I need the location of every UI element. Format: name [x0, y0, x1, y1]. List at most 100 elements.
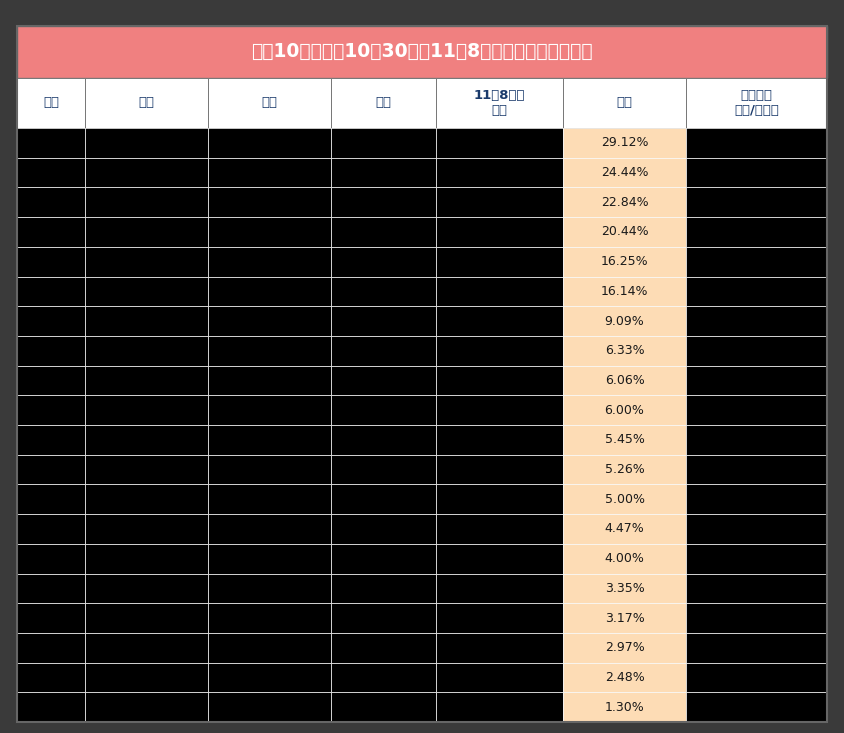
Bar	[686, 633, 827, 663]
Bar	[436, 78, 563, 128]
Bar	[331, 573, 436, 603]
Text: 6.00%: 6.00%	[604, 404, 645, 416]
Bar	[17, 603, 85, 633]
Bar	[563, 78, 686, 128]
Text: 16.14%: 16.14%	[601, 285, 648, 298]
Text: 5.00%: 5.00%	[604, 493, 645, 506]
Text: 2.97%: 2.97%	[604, 641, 645, 655]
Bar	[208, 544, 331, 573]
Bar	[331, 128, 436, 158]
Bar	[331, 188, 436, 217]
Bar	[331, 633, 436, 663]
Bar	[17, 573, 85, 603]
Bar	[17, 247, 85, 276]
Bar	[85, 276, 208, 306]
Bar	[686, 485, 827, 514]
Bar	[17, 395, 85, 425]
Text: 涨幅: 涨幅	[617, 97, 632, 109]
Bar	[686, 217, 827, 247]
Bar	[563, 454, 686, 485]
Bar	[17, 188, 85, 217]
Bar	[85, 188, 208, 217]
Bar	[436, 454, 563, 485]
Bar	[436, 544, 563, 573]
Bar	[208, 692, 331, 722]
Text: 5.26%: 5.26%	[604, 463, 645, 476]
Bar	[331, 78, 436, 128]
Text: 品名: 品名	[138, 97, 154, 109]
Bar	[208, 276, 331, 306]
Text: 近期价格
（元/千克）: 近期价格 （元/千克）	[734, 89, 779, 117]
Bar	[208, 603, 331, 633]
Text: 3.17%: 3.17%	[604, 611, 645, 625]
Text: 4.00%: 4.00%	[604, 552, 645, 565]
Bar	[331, 336, 436, 366]
Bar	[208, 663, 331, 692]
Bar	[331, 158, 436, 188]
Text: 6.33%: 6.33%	[605, 345, 644, 357]
Bar	[686, 128, 827, 158]
Bar	[436, 366, 563, 395]
Bar	[85, 306, 208, 336]
Bar	[208, 514, 331, 544]
Bar	[85, 336, 208, 366]
Bar	[563, 395, 686, 425]
Text: 22.84%: 22.84%	[601, 196, 648, 209]
Text: 1.30%: 1.30%	[604, 701, 645, 714]
Bar	[436, 514, 563, 544]
Bar	[17, 78, 85, 128]
Bar	[208, 454, 331, 485]
Bar	[436, 128, 563, 158]
Bar	[686, 247, 827, 276]
Bar	[85, 128, 208, 158]
Bar	[436, 336, 563, 366]
Text: 2.48%: 2.48%	[604, 671, 645, 684]
Bar	[331, 454, 436, 485]
Text: 3.35%: 3.35%	[604, 582, 645, 595]
Bar	[686, 395, 827, 425]
Bar	[331, 217, 436, 247]
Bar	[686, 544, 827, 573]
Bar	[85, 573, 208, 603]
Bar	[17, 633, 85, 663]
Bar	[17, 485, 85, 514]
Bar	[436, 485, 563, 514]
Text: 4.47%: 4.47%	[604, 523, 645, 536]
Bar	[331, 663, 436, 692]
Bar	[563, 514, 686, 544]
Bar	[17, 128, 85, 158]
Bar	[85, 485, 208, 514]
Bar	[563, 485, 686, 514]
Text: 产地: 产地	[376, 97, 392, 109]
Bar	[331, 366, 436, 395]
Bar	[208, 573, 331, 603]
Bar	[563, 573, 686, 603]
Bar	[563, 158, 686, 188]
Bar	[436, 425, 563, 454]
Bar	[208, 633, 331, 663]
Bar	[686, 276, 827, 306]
Bar	[331, 306, 436, 336]
Text: 16.25%: 16.25%	[601, 255, 648, 268]
Bar	[331, 247, 436, 276]
Bar	[436, 158, 563, 188]
Bar	[17, 425, 85, 454]
Bar	[563, 306, 686, 336]
Bar	[85, 454, 208, 485]
Bar	[85, 544, 208, 573]
Bar	[686, 306, 827, 336]
Bar	[563, 633, 686, 663]
Bar	[208, 128, 331, 158]
Bar	[85, 692, 208, 722]
Bar	[85, 633, 208, 663]
Bar	[208, 425, 331, 454]
Bar	[85, 514, 208, 544]
Bar	[85, 603, 208, 633]
Bar	[436, 603, 563, 633]
Bar	[686, 663, 827, 692]
Bar	[436, 247, 563, 276]
Bar	[17, 336, 85, 366]
Bar	[331, 514, 436, 544]
Bar	[85, 366, 208, 395]
Bar	[17, 454, 85, 485]
